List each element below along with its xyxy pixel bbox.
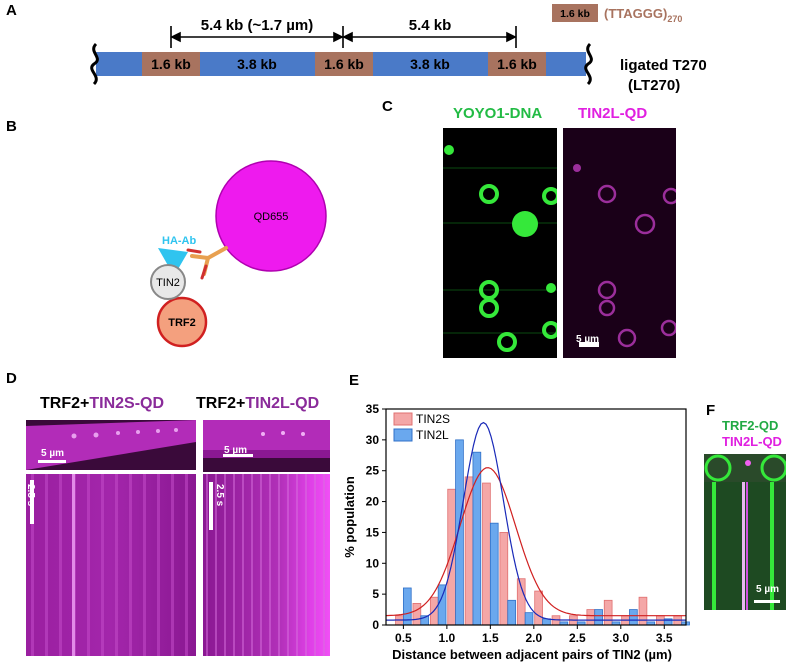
segment-label-5: 1.6 kb xyxy=(497,56,537,72)
colocalization-image xyxy=(704,454,786,610)
spacing-label-right: 5.4 kb xyxy=(409,17,452,34)
y-tick-label: 15 xyxy=(366,525,380,539)
x-tick-label: 0.5 xyxy=(395,631,412,645)
kymograph-right-title: TRF2+TIN2L-QD xyxy=(196,395,320,412)
panel-label-e: E xyxy=(349,372,360,389)
repeat-legend-swatch xyxy=(552,4,598,22)
histogram-bar xyxy=(499,532,509,626)
tin2l-qd-image xyxy=(563,128,676,358)
ha-tag-triangle xyxy=(158,248,188,276)
kymo-right-scale-bar xyxy=(223,454,253,457)
tin2-circle xyxy=(150,264,186,300)
kymo-right-time-label: 2.5 s xyxy=(214,484,225,507)
panel-f-scale-bar xyxy=(754,600,780,603)
panel-label-f: F xyxy=(706,402,716,419)
trf2-label: TRF2 xyxy=(168,317,196,329)
tin2l-qd-title: TIN2L-QD xyxy=(578,105,648,122)
spacing-arrows xyxy=(170,26,517,48)
kymograph-left xyxy=(26,420,196,656)
construct-abbrev: (LT270) xyxy=(628,77,680,94)
repeat-segment-2 xyxy=(315,52,373,76)
histogram-bar xyxy=(603,599,613,626)
telomere-construct-diagram: 5.4 kb (~1.7 µm) 5.4 kb 1.6 kb 3.8 kb 1.… xyxy=(90,4,707,94)
repeat-segment-1 xyxy=(142,52,200,76)
panel-c-scale-bar xyxy=(579,342,599,347)
panel-label-c: C xyxy=(382,98,393,115)
histogram-bar xyxy=(455,439,464,626)
histogram-bar xyxy=(534,590,543,626)
x-tick-label: 2.5 xyxy=(569,631,586,645)
kymo-right-time-bar xyxy=(209,482,213,530)
histogram-bar xyxy=(629,609,638,626)
kymo-left-time-bar xyxy=(30,480,34,524)
histogram-bar xyxy=(524,612,534,626)
yoyo1-dna-image xyxy=(443,128,557,358)
legend-swatch xyxy=(393,428,413,442)
kymo-left-scale-bar xyxy=(38,460,66,463)
x-tick-label: 1.0 xyxy=(439,631,456,645)
histogram-bar xyxy=(482,482,491,626)
kymograph-right xyxy=(203,420,330,656)
legend-label: TIN2S xyxy=(416,412,450,426)
spacing-label-left: 5.4 kb (~1.7 µm) xyxy=(201,17,313,34)
break-mark-right xyxy=(584,42,593,86)
yoyo1-title: YOYO1-DNA xyxy=(453,105,543,122)
trf2-circle xyxy=(156,296,208,348)
legend-swatch xyxy=(393,412,413,426)
qd655-label: QD655 xyxy=(254,211,289,223)
repeat-segment-3 xyxy=(488,52,546,76)
panel-label-b: B xyxy=(6,118,17,135)
construct-name: ligated T270 xyxy=(620,57,707,74)
y-tick-label: 30 xyxy=(366,433,380,447)
x-tick-label: 3.5 xyxy=(656,631,673,645)
ha-ab-label: HA-Ab xyxy=(162,235,196,247)
antibody-icon xyxy=(186,246,228,280)
histogram-bar xyxy=(447,488,456,626)
segment-label-1: 1.6 kb xyxy=(151,56,191,72)
kymo-left-time-label: 2.5 s xyxy=(25,484,36,507)
y-tick-label: 35 xyxy=(366,402,380,416)
kymograph-left-title: TRF2+TIN2S-QD xyxy=(40,395,165,412)
histogram-bar xyxy=(507,599,516,626)
panel-label-d: D xyxy=(6,370,17,387)
protein-complex-schematic: QD655 HA-Ab TRF2 TIN2 xyxy=(150,160,327,348)
panel-label-a: A xyxy=(6,2,17,19)
tin2-label: TIN2 xyxy=(156,277,180,289)
qd655-circle xyxy=(215,160,327,272)
break-mark-left xyxy=(90,42,99,86)
histogram-bar xyxy=(586,609,596,626)
segment-label-4: 3.8 kb xyxy=(410,56,450,72)
kymo-left-scale-label: 5 µm xyxy=(41,448,64,459)
histogram-bar xyxy=(489,522,499,626)
panel-c-scale-label: 5 µm xyxy=(576,334,599,345)
plot-frame xyxy=(385,408,687,626)
y-tick-label: 20 xyxy=(366,495,380,509)
histogram-bar xyxy=(594,609,603,626)
x-tick-label: 2.0 xyxy=(525,631,542,645)
y-tick-label: 25 xyxy=(366,464,380,478)
histogram-bar xyxy=(412,602,422,626)
y-tick-label: 0 xyxy=(372,618,379,632)
gaussian-fit-line xyxy=(386,421,686,621)
panel-f-scale-label: 5 µm xyxy=(756,584,779,595)
trf2-qd-title: TRF2-QD xyxy=(722,418,779,433)
distance-histogram: 0 5 10 15 20 25 30 35 0.5 1.0 1.5 2.0 2.5 3.0 3.5 Dista… xyxy=(342,402,690,662)
y-tick-label: 5 xyxy=(372,587,379,601)
segment-label-3: 1.6 kb xyxy=(324,56,364,72)
repeat-legend-text: (TTAGGG)270 xyxy=(604,6,682,24)
histogram-bar xyxy=(638,596,648,626)
repeat-legend-swatch-label: 1.6 kb xyxy=(560,8,590,20)
segment-label-2: 3.8 kb xyxy=(237,56,277,72)
tin2l-qd-title-f: TIN2L-QD xyxy=(722,434,782,449)
y-axis-label: % population xyxy=(342,476,357,558)
x-tick-label: 3.0 xyxy=(612,631,629,645)
x-tick-label: 1.5 xyxy=(482,631,499,645)
gaussian-fit-line xyxy=(385,467,686,617)
x-axis-label: Distance between adjacent pairs of TIN2 … xyxy=(392,647,672,662)
legend-label: TIN2L xyxy=(416,428,449,442)
kymo-right-scale-label: 5 µm xyxy=(224,445,247,456)
y-tick-label: 10 xyxy=(366,556,380,570)
